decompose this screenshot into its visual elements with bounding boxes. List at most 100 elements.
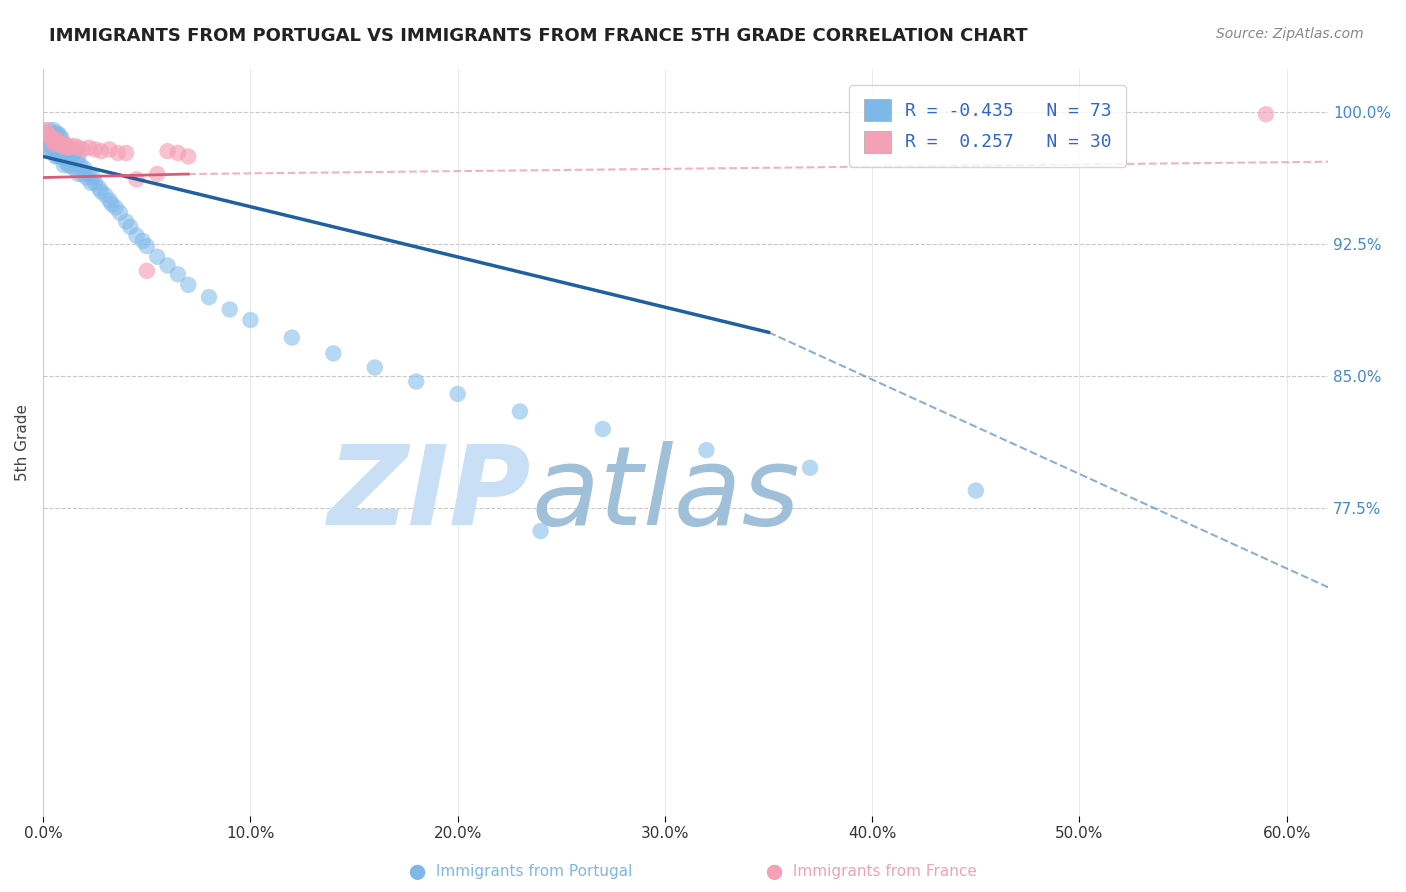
Point [42,137,65,152]
Point [77,167,100,181]
Point [63,139,86,153]
Point [98,143,121,157]
Point [108,205,131,219]
Text: IMMIGRANTS FROM PORTUGAL VS IMMIGRANTS FROM FRANCE 5TH GRADE CORRELATION CHART: IMMIGRANTS FROM PORTUGAL VS IMMIGRANTS F… [49,27,1028,45]
Point [156,259,179,273]
Text: ZIP: ZIP [328,441,531,548]
Point [38,128,60,143]
Point [156,144,179,158]
Point [177,277,200,292]
Point [38,141,60,155]
Point [67,167,90,181]
Point [364,360,387,375]
Point [120,219,142,234]
Point [167,145,190,160]
Text: ⬤  Immigrants from France: ⬤ Immigrants from France [766,864,977,880]
Point [49,137,72,152]
Point [198,290,221,304]
Text: ⬤  Immigrants from Portugal: ⬤ Immigrants from Portugal [409,864,631,880]
Point [52,137,75,152]
Point [529,524,551,538]
Point [59,144,82,158]
Point [63,144,86,158]
Point [104,201,127,215]
Point [60,149,83,163]
Point [322,346,344,360]
Point [63,161,86,176]
Point [51,149,73,163]
Point [89,181,111,195]
Point [55,154,77,169]
Point [37,127,59,141]
Point [1254,107,1277,121]
Point [67,141,90,155]
Point [59,141,82,155]
Point [37,137,59,152]
Point [90,144,112,158]
Point [98,194,121,208]
Point [42,123,65,137]
Point [51,139,73,153]
Point [125,228,148,243]
Point [94,188,117,202]
Point [45,127,67,141]
Point [52,149,75,163]
Legend: R = -0.435   N = 73, R =  0.257   N = 30: R = -0.435 N = 73, R = 0.257 N = 30 [849,85,1126,167]
Point [41,132,63,146]
Point [46,136,69,150]
Point [72,167,94,181]
Point [59,158,82,172]
Point [146,250,169,264]
Point [76,170,98,185]
Point [52,158,75,172]
Point [405,375,427,389]
Point [509,404,531,418]
Point [82,170,104,185]
Point [146,167,169,181]
Point [65,154,87,169]
Point [49,137,72,152]
Point [49,149,72,163]
Point [41,144,63,158]
Point [592,422,614,436]
Point [177,149,200,163]
Point [34,132,56,146]
Point [49,128,72,143]
Point [34,123,56,137]
Point [73,161,96,176]
Point [56,139,79,153]
Point [42,134,65,148]
Point [239,313,262,327]
Point [67,149,90,163]
Point [69,158,91,172]
Point [55,141,77,155]
Point [115,214,138,228]
Point [695,443,717,458]
Point [77,141,100,155]
Point [56,144,79,158]
Point [80,176,103,190]
Point [52,137,75,152]
Point [46,127,69,141]
Y-axis label: 5th Grade: 5th Grade [15,404,30,481]
Point [218,302,240,317]
Point [107,145,129,160]
Point [46,149,69,163]
Text: atlas: atlas [531,441,800,548]
Point [55,141,77,155]
Text: Source: ZipAtlas.com: Source: ZipAtlas.com [1216,27,1364,41]
Point [41,127,63,141]
Point [38,123,60,137]
Point [131,234,153,248]
Point [167,267,190,281]
Point [46,136,69,150]
Point [447,387,470,401]
Point [45,149,67,163]
Point [56,158,79,172]
Point [90,185,112,199]
Point [100,197,122,211]
Point [135,264,157,278]
Point [84,143,107,157]
Point [965,483,987,498]
Point [45,137,67,152]
